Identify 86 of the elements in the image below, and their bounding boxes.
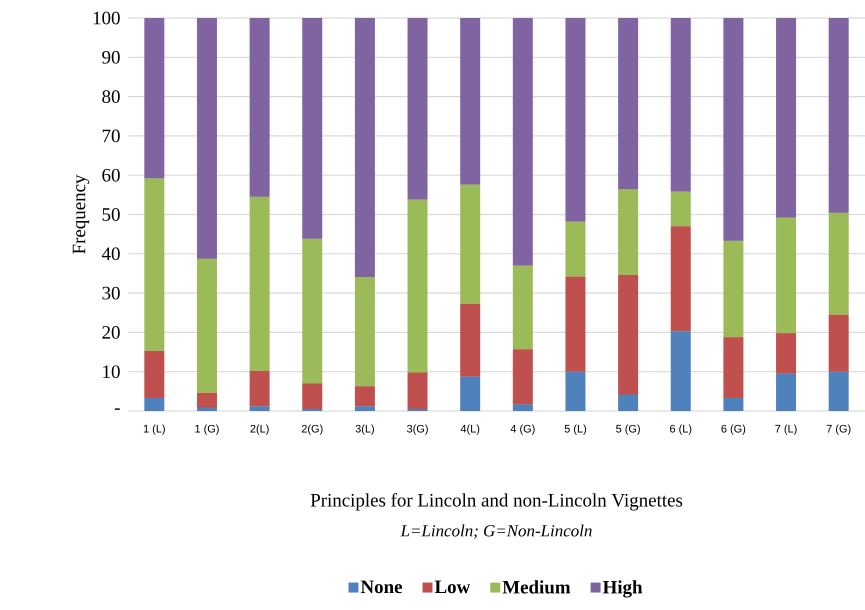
y-tick-label: 100: [94, 12, 120, 24]
x-tick-label: 4 (G): [510, 424, 535, 435]
bar: [723, 18, 744, 241]
bar: [776, 18, 796, 218]
bar: [670, 18, 691, 192]
bar: [196, 18, 217, 259]
y-tick-label: 50: [102, 208, 120, 221]
bar: [196, 407, 217, 411]
x-tick-label: 3(G): [407, 424, 428, 435]
y-axis-title: Frequency: [72, 174, 90, 254]
y-tick-label: 70: [102, 130, 120, 142]
bar: [354, 386, 375, 406]
y-tick-label: 30: [102, 286, 120, 300]
bar: [670, 192, 691, 226]
bar: [460, 18, 480, 185]
text: L=Lincoln; G=Non-Lincoln: [400, 524, 592, 539]
legend-label: High: [602, 580, 642, 598]
x-tick-label: 3(L): [356, 424, 374, 435]
x-tick-label: 5 (L): [564, 424, 586, 435]
bar: [250, 406, 270, 411]
bar: [512, 18, 533, 266]
bar: [776, 218, 796, 334]
bar: [828, 314, 849, 372]
y-tick-label: 60: [102, 168, 120, 182]
bar: [250, 196, 270, 371]
bar: [354, 276, 375, 386]
bar: [565, 222, 586, 277]
bar: [618, 189, 638, 276]
bar: [565, 372, 586, 411]
bar: [828, 18, 849, 213]
bar: [196, 258, 217, 393]
bar: [144, 178, 164, 351]
legend-label: None: [360, 580, 402, 594]
x-tick-label: 6 (G): [721, 424, 746, 435]
bar: [460, 376, 480, 411]
bar: [354, 18, 375, 277]
y-tick-label: -: [114, 408, 120, 410]
x-tick-label: 4(L): [460, 424, 480, 435]
bar: [354, 406, 375, 411]
bar: [302, 238, 322, 384]
bar: [618, 18, 638, 190]
x-tick-label: 7 (G): [826, 424, 850, 435]
bar: [408, 18, 428, 200]
y-tick-label: 40: [102, 247, 120, 260]
bar: [723, 240, 744, 338]
y-tick-label: 90: [102, 50, 120, 64]
x-tick-label: 5 (G): [616, 424, 640, 435]
bar: [670, 331, 691, 411]
bar: [250, 370, 270, 406]
bar: [144, 18, 164, 178]
y-tick-label: 80: [102, 90, 120, 103]
legend-label: Medium: [502, 580, 570, 594]
bar: [565, 276, 586, 372]
x-tick-label: 1 (L): [144, 424, 165, 435]
x-tick-label: 7 (L): [775, 424, 797, 435]
bar: [828, 372, 849, 411]
bar: [723, 337, 744, 398]
bar: [302, 18, 322, 239]
bar: [565, 18, 586, 222]
bar: [302, 383, 322, 410]
x-axis-title: Principles for Lincoln and non-Lincoln Vignettes: [310, 493, 682, 511]
bar: [408, 200, 428, 372]
bar: [408, 372, 428, 410]
legend-label: Low: [434, 580, 470, 594]
y-tick-label: 20: [102, 326, 120, 339]
y-tick-label: 10: [103, 365, 120, 378]
bar: [144, 350, 164, 398]
bar: [144, 398, 164, 411]
bar: [460, 184, 480, 304]
bar: [512, 266, 533, 350]
x-tick-label: 1 (G): [195, 424, 219, 435]
bar: [460, 304, 480, 377]
bar: [618, 394, 638, 411]
x-tick-label: 6 (L): [670, 424, 692, 435]
bar: [776, 333, 796, 374]
bar: [196, 392, 217, 408]
bar: [723, 398, 744, 411]
x-tick-label: 2(G): [302, 424, 323, 435]
bar: [512, 404, 533, 411]
x-tick-label: 2(L): [250, 424, 269, 435]
bar: [618, 275, 638, 394]
bar: [776, 374, 796, 411]
bar: [670, 226, 691, 332]
bar: [828, 212, 849, 315]
bar: [250, 18, 270, 197]
bar: [512, 349, 533, 404]
